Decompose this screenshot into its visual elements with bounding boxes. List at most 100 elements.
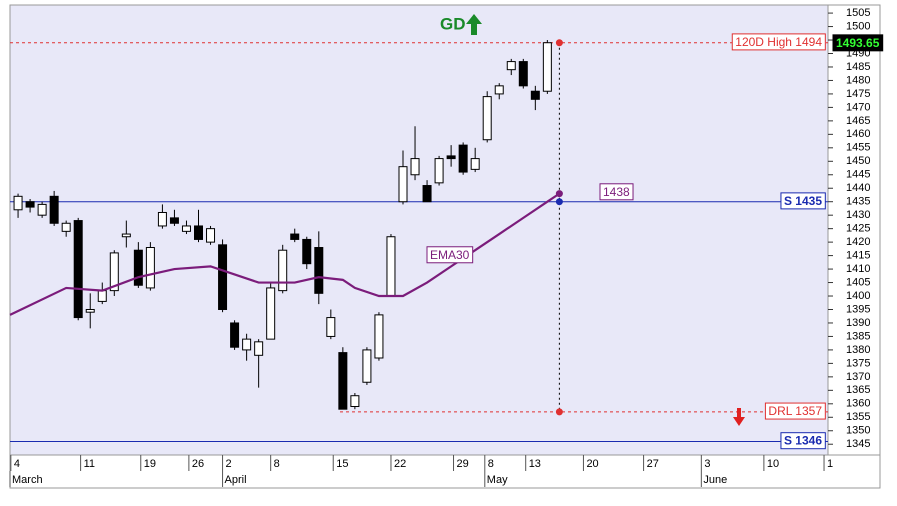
candle-body (157, 211, 167, 227)
candle-body (37, 203, 47, 216)
candle-body (506, 61, 516, 71)
candle-body (434, 158, 444, 184)
candle-body (326, 317, 336, 337)
x-tick-label: 8 (274, 458, 280, 470)
plot-area (9, 4, 829, 456)
down-arrow (733, 408, 745, 426)
ema-name-label: EMA30 (430, 248, 470, 262)
x-tick-label: 11 (84, 458, 95, 470)
candle-body (194, 225, 204, 240)
x-tick-label: 3 (704, 458, 710, 470)
level-dot (555, 198, 563, 206)
y-tick-label: 1505 (846, 7, 870, 19)
month-label: June (703, 474, 727, 486)
y-tick-label: 1440 (846, 182, 870, 194)
candle-body (133, 249, 143, 286)
month-label: April (225, 474, 247, 486)
candle-body (314, 247, 324, 294)
y-tick-label: 1355 (846, 411, 870, 423)
y-tick-label: 1415 (846, 250, 870, 262)
candle-body (494, 85, 504, 95)
x-axis-area (9, 454, 881, 489)
level-label: S 1435 (784, 194, 822, 208)
y-tick-label: 1445 (846, 169, 870, 181)
y-tick-label: 1485 (846, 61, 870, 73)
y-tick-label: 1400 (846, 290, 870, 302)
candle-body (338, 352, 348, 410)
signal-label: GD (440, 14, 466, 33)
y-tick-label: 1410 (846, 263, 870, 275)
candle-body (73, 220, 83, 319)
label-box (780, 432, 826, 450)
candle-body (386, 236, 396, 297)
y-tick-label: 1435 (846, 196, 870, 208)
candle-body (242, 338, 252, 351)
ema-dot (555, 190, 563, 198)
x-tick-label: 29 (457, 458, 469, 470)
x-tick-label: 15 (336, 458, 348, 470)
level-label: DRL 1357 (768, 404, 822, 418)
candle-body (97, 290, 107, 302)
candle-body (61, 222, 71, 232)
candle-body (254, 341, 264, 356)
candle-body (230, 322, 240, 348)
y-tick-label: 1395 (846, 303, 870, 315)
month-label: March (12, 474, 43, 486)
month-label: May (487, 474, 508, 486)
candle-body (446, 155, 456, 160)
ema-value-label: 1438 (603, 185, 630, 199)
y-tick-label: 1350 (846, 425, 870, 437)
candle-body (169, 217, 179, 224)
candle-body (482, 96, 492, 141)
x-tick-label: 2 (226, 458, 232, 470)
y-tick-label: 1475 (846, 88, 870, 100)
candle-body (374, 314, 384, 359)
last-price-label: 1493.65 (836, 36, 880, 50)
y-tick-label: 1385 (846, 330, 870, 342)
label-box (832, 34, 884, 52)
y-tick-label: 1365 (846, 384, 870, 396)
candle-body (121, 233, 131, 238)
candle-body (85, 308, 95, 313)
ema-line (9, 192, 560, 316)
candle-body (218, 244, 228, 310)
y-tick-label: 1460 (846, 128, 870, 140)
y-tick-label: 1420 (846, 236, 870, 248)
label-box (599, 183, 634, 201)
y-tick-label: 1450 (846, 155, 870, 167)
x-tick-label: 8 (488, 458, 494, 470)
candle-body (109, 252, 119, 292)
candle-body (302, 238, 312, 265)
y-tick-label: 1390 (846, 317, 870, 329)
level-label: S 1346 (784, 434, 822, 448)
label-box (764, 402, 826, 420)
candle-body (362, 349, 372, 383)
candle-body (181, 225, 191, 232)
candle-body (398, 166, 408, 203)
x-tick-label: 4 (14, 458, 20, 470)
level-dot (555, 408, 563, 416)
candle-body (278, 249, 288, 292)
candle-body (49, 195, 59, 224)
label-box (780, 192, 826, 210)
y-tick-label: 1425 (846, 223, 870, 235)
level-dot (555, 39, 563, 47)
x-tick-label: 19 (144, 458, 156, 470)
x-tick-label: 1 (827, 458, 833, 470)
y-tick-label: 1370 (846, 371, 870, 383)
y-tick-label: 1380 (846, 344, 870, 356)
x-tick-label: 22 (394, 458, 406, 470)
y-tick-label: 1430 (846, 209, 870, 221)
y-tick-label: 1345 (846, 438, 870, 450)
y-tick-label: 1375 (846, 357, 870, 369)
candle-body (458, 144, 468, 173)
label-box (426, 246, 474, 264)
y-tick-label: 1500 (846, 20, 870, 32)
label-box (731, 33, 826, 51)
y-tick-label: 1480 (846, 74, 870, 86)
candle-body (410, 158, 420, 176)
y-tick-label: 1465 (846, 115, 870, 127)
candle-body (290, 233, 300, 240)
level-label: 120D High 1494 (735, 35, 822, 49)
candle-body (13, 195, 23, 211)
